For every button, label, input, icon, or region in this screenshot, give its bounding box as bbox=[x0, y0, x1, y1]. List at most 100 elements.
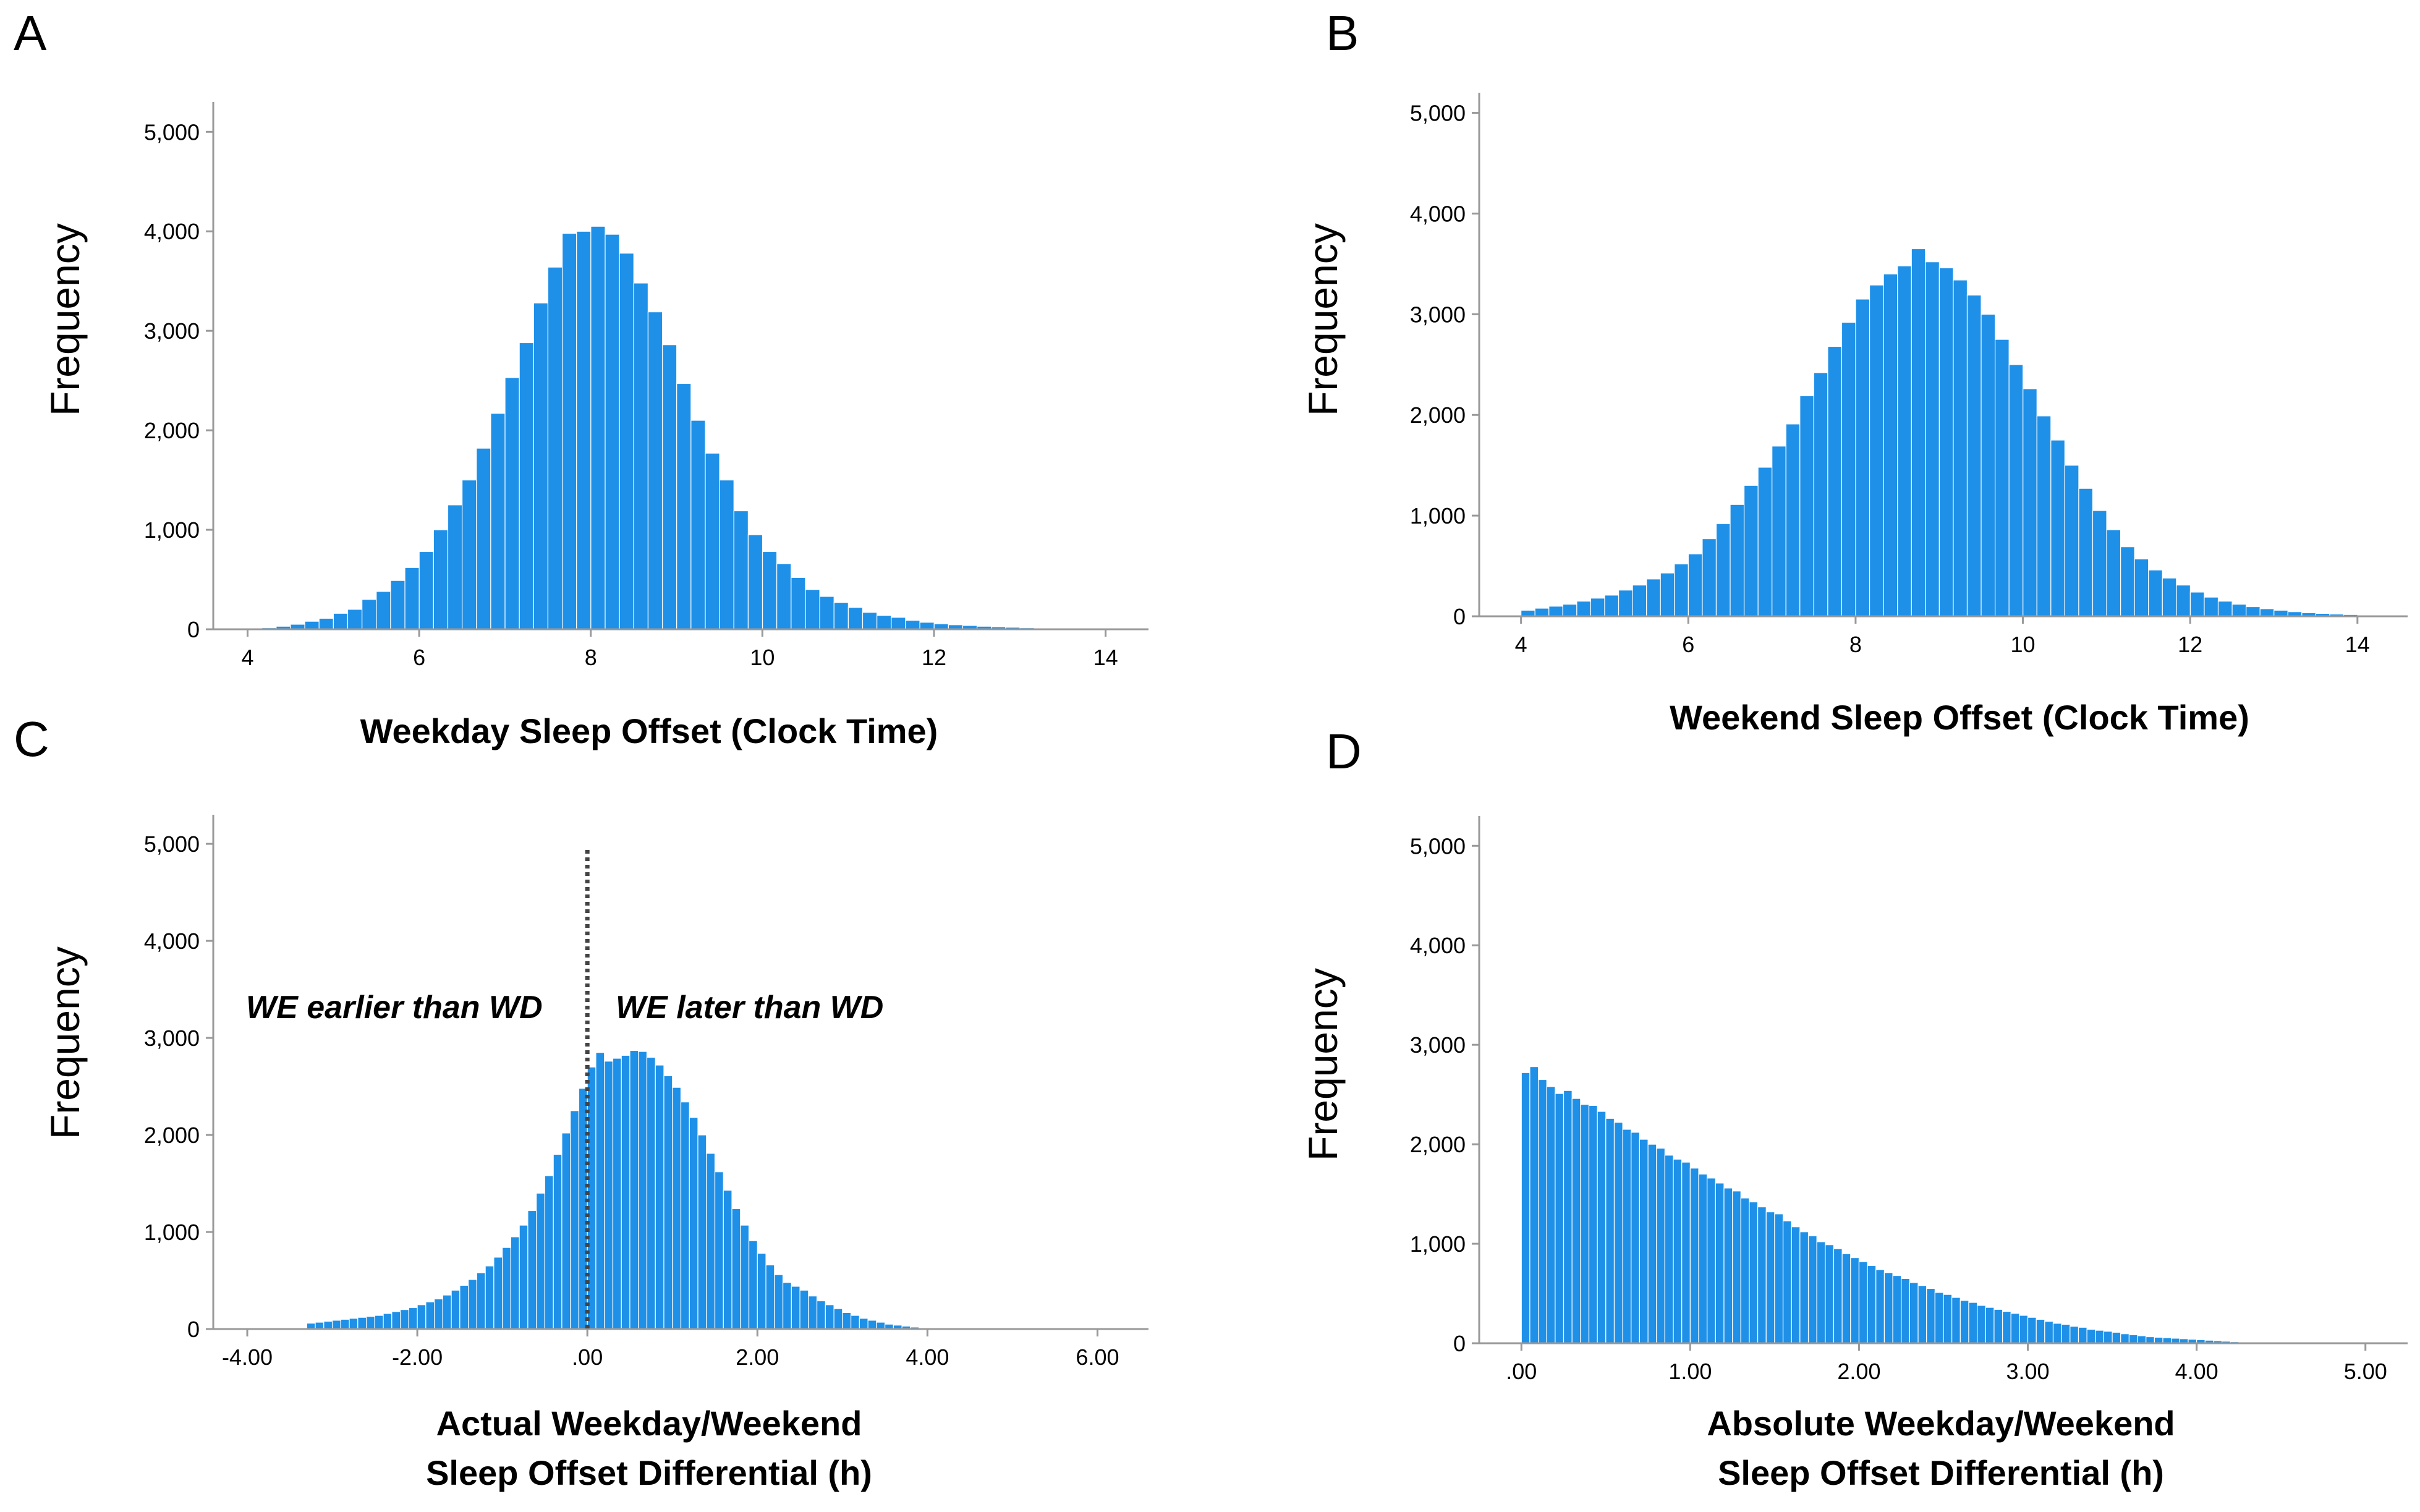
histogram-d-bar bbox=[1613, 1122, 1623, 1344]
histogram-d-bar bbox=[2070, 1326, 2079, 1344]
panel-d-xlabel-line2: Sleep Offset Differential (h) bbox=[1718, 1453, 2164, 1492]
histogram-d-bar bbox=[1529, 1066, 1539, 1344]
histogram-d-bar bbox=[1656, 1147, 1665, 1344]
histogram-d-bar bbox=[1774, 1213, 1784, 1344]
panel-b-xlabel: Weekend Sleep Offset (Clock Time) bbox=[1670, 698, 2249, 737]
y-tick-label-c: 2,000 bbox=[144, 1123, 200, 1148]
y-tick-label-a: 0 bbox=[187, 617, 200, 642]
histogram-d-bar bbox=[1841, 1253, 1851, 1344]
histogram-d-bar bbox=[2061, 1323, 2071, 1344]
y-tick-label-c: 0 bbox=[187, 1317, 200, 1342]
histogram-d-bar bbox=[1909, 1282, 1919, 1344]
panel-letter-a: A bbox=[14, 6, 47, 61]
y-tick-label-a: 3,000 bbox=[144, 318, 200, 344]
x-tick-label-d: 4.00 bbox=[2175, 1359, 2218, 1384]
panel-letter-d: D bbox=[1326, 724, 1362, 779]
x-tick-label-d: 3.00 bbox=[2006, 1359, 2050, 1384]
histogram-d-bar bbox=[1588, 1105, 1598, 1344]
histogram-d-bar bbox=[2052, 1323, 2062, 1344]
histogram-d-bar bbox=[1757, 1206, 1767, 1344]
y-tick-label-c: 1,000 bbox=[144, 1220, 200, 1245]
panel-c-annotation-earlier: WE earlier than WD bbox=[246, 990, 543, 1026]
x-tick-label-c: .00 bbox=[572, 1344, 603, 1370]
histogram-d-bar bbox=[1875, 1269, 1885, 1344]
panel-letter-c: C bbox=[14, 711, 49, 767]
histogram-d-bar bbox=[1605, 1118, 1615, 1344]
panel-d-xlabel-line1: Absolute Weekday/Weekend bbox=[1707, 1404, 2175, 1443]
x-tick-label-c: 6.00 bbox=[1076, 1344, 1119, 1370]
x-tick-label-d: 5.00 bbox=[2344, 1359, 2387, 1384]
histogram-d-bar bbox=[1901, 1278, 1910, 1344]
panel-a-xlabel: Weekday Sleep Offset (Clock Time) bbox=[360, 711, 938, 750]
y-tick-label-a: 4,000 bbox=[144, 219, 200, 244]
histogram-d-bar bbox=[1765, 1211, 1775, 1344]
y-tick-label-c: 4,000 bbox=[144, 928, 200, 954]
x-tick-label-d: 2.00 bbox=[1837, 1359, 1880, 1384]
histogram-d-bar bbox=[1816, 1241, 1826, 1344]
histogram-d-bar bbox=[1892, 1275, 1902, 1344]
y-tick-label-d: 0 bbox=[1453, 1331, 1466, 1356]
histogram-d-bar bbox=[1597, 1111, 1607, 1344]
x-tick-label-a: 12 bbox=[922, 645, 946, 670]
x-tick-label-d: 1.00 bbox=[1668, 1359, 1712, 1384]
histogram-d-bar bbox=[2044, 1320, 2054, 1344]
x-tick-label-b: 10 bbox=[2011, 632, 2036, 657]
panel-letter-b: B bbox=[1326, 6, 1359, 61]
x-tick-label-b: 12 bbox=[2178, 632, 2202, 657]
histogram-d-bar bbox=[1799, 1231, 1809, 1344]
histogram-d-bar bbox=[1833, 1248, 1843, 1344]
y-tick-label-b: 1,000 bbox=[1410, 503, 1466, 529]
histogram-d-bar bbox=[2027, 1317, 2037, 1344]
histogram-d-bar bbox=[2095, 1330, 2105, 1344]
y-tick-label-a: 1,000 bbox=[144, 517, 200, 543]
histogram-d-bar bbox=[1631, 1132, 1641, 1344]
histogram-d-bar bbox=[2078, 1327, 2087, 1344]
histogram-d-bar bbox=[1917, 1285, 1927, 1344]
histogram-d-bar bbox=[1546, 1086, 1556, 1344]
x-tick-label-b: 6 bbox=[1682, 632, 1694, 657]
histogram-d-bar bbox=[1698, 1173, 1708, 1344]
panel-c-xlabel-line1: Actual Weekday/Weekend bbox=[436, 1404, 862, 1443]
x-tick-label-a: 8 bbox=[585, 645, 597, 670]
x-tick-label-c: 4.00 bbox=[906, 1344, 949, 1370]
histogram-d-bar bbox=[2146, 1336, 2155, 1344]
histogram-d-bar bbox=[2137, 1335, 2147, 1344]
histogram-d-bar bbox=[1639, 1139, 1649, 1344]
histogram-d-bar bbox=[1563, 1090, 1573, 1344]
histogram-d-bar bbox=[1934, 1292, 1944, 1344]
histogram-d-bar bbox=[1647, 1144, 1657, 1344]
histogram-d-bar bbox=[1732, 1191, 1741, 1344]
x-tick-label-b: 8 bbox=[1849, 632, 1862, 657]
y-tick-label-d: 2,000 bbox=[1410, 1132, 1466, 1157]
y-tick-label-b: 0 bbox=[1453, 604, 1466, 629]
panel-c-annotation-later: WE later than WD bbox=[616, 990, 884, 1026]
histogram-d-bar bbox=[1723, 1187, 1733, 1344]
y-tick-label-b: 2,000 bbox=[1410, 402, 1466, 428]
histogram-d-bar bbox=[2112, 1331, 2121, 1344]
y-tick-label-c: 3,000 bbox=[144, 1026, 200, 1051]
x-tick-label-d: .00 bbox=[1506, 1359, 1537, 1384]
histogram-d-bar bbox=[1968, 1302, 1978, 1344]
histogram-d-bar bbox=[1883, 1272, 1893, 1344]
histogram-d-bar bbox=[2086, 1328, 2096, 1344]
histogram-d-bar bbox=[1555, 1093, 1565, 1344]
panel-c-xlabel-line2: Sleep Offset Differential (h) bbox=[426, 1453, 872, 1492]
histogram-d-bar bbox=[1681, 1162, 1691, 1344]
x-tick-label-a: 10 bbox=[750, 645, 775, 670]
histogram-d-bar bbox=[2010, 1313, 2020, 1344]
histogram-d-bar bbox=[1977, 1305, 1986, 1344]
x-tick-label-b: 4 bbox=[1515, 632, 1527, 657]
histogram-d-bar bbox=[2019, 1315, 2029, 1344]
histogram-d-bar bbox=[1580, 1104, 1590, 1344]
histogram-d-bar bbox=[2103, 1331, 2113, 1344]
histogram-d-bar bbox=[1807, 1235, 1817, 1344]
histogram-d-bar bbox=[1782, 1220, 1792, 1344]
x-tick-label-c: -2.00 bbox=[392, 1344, 443, 1370]
x-tick-label-a: 4 bbox=[242, 645, 254, 670]
y-tick-label-d: 5,000 bbox=[1410, 833, 1466, 859]
x-tick-label-a: 14 bbox=[1093, 645, 1118, 670]
y-tick-label-d: 1,000 bbox=[1410, 1231, 1466, 1257]
histogram-d-bar bbox=[1959, 1300, 1969, 1344]
